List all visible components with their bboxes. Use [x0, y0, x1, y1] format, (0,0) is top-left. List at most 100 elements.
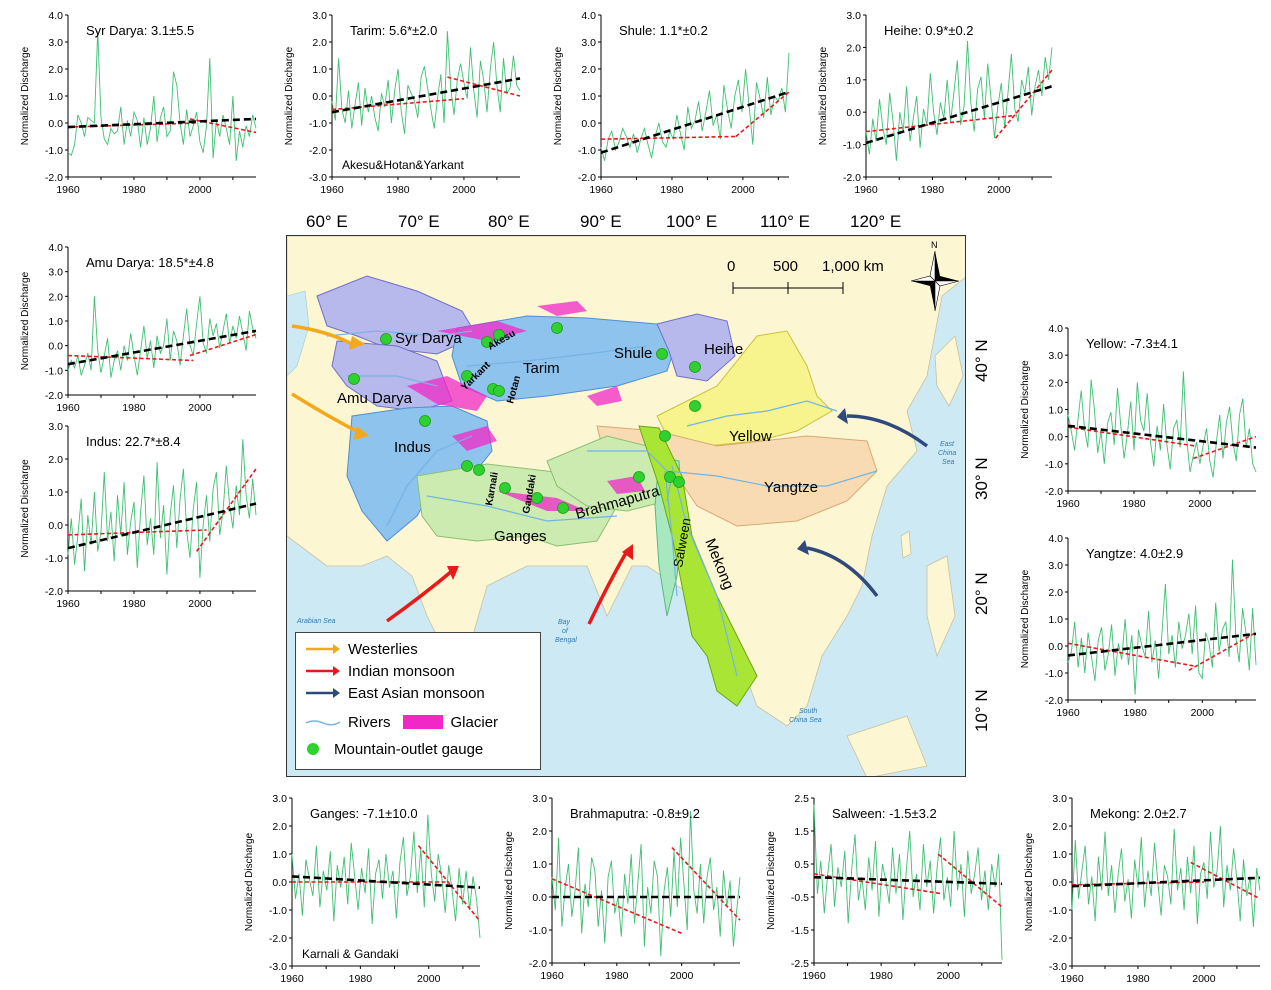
x-tick-label: 2000 [188, 402, 212, 414]
gauge-point [656, 348, 668, 360]
lon-label: 60° E [306, 212, 348, 231]
gauge-point [659, 430, 671, 442]
discharge-series-line [67, 31, 257, 161]
x-tick-label: 1980 [122, 402, 146, 414]
chart-subtitle: Akesu&Hotan&Yarkant [342, 158, 465, 172]
indian-monsoon-arrowhead [447, 566, 459, 580]
y-tick-label: 3.0 [48, 267, 63, 279]
chart-title: Tarim: 5.6*±2.0 [350, 23, 437, 38]
chart-amu-darya: 4.0 3.0 2.0 1.0 0.0 -1.0 -2.0 1960 1980 2000 Amu D… [10, 237, 278, 414]
chart-salween: 2.5 1.5 0.5 -0.5 -1.5 -2.5 1960 1980 2000 Salween… [756, 790, 1014, 988]
label-east: East [940, 441, 955, 448]
label-arabian-sea: Arabian Sea [296, 618, 336, 625]
gauge-point [493, 385, 505, 397]
caspian-sea [287, 290, 310, 377]
discharge-series-line [67, 296, 257, 378]
basin-tarim [451, 315, 678, 402]
segment-trend-line [1067, 642, 1196, 668]
chart-title: Amu Darya: 18.5*±4.8 [86, 255, 214, 270]
linear-trend-line [1067, 424, 1257, 449]
linear-trend-line [331, 77, 521, 114]
linear-trend-line [67, 329, 257, 366]
segment-trend-line [1190, 861, 1261, 900]
label-south: South [799, 708, 817, 715]
legend-indian-label: Indian monsoon [348, 662, 455, 680]
gauge-point [664, 471, 676, 483]
legend-westerlies-label: Westerlies [348, 640, 418, 658]
y-tick-label: -1.0 [1045, 668, 1063, 680]
y-axis-title: Normalized Discharge [20, 271, 31, 370]
y-tick-label: 4.0 [581, 10, 596, 22]
y-tick-label: 0.0 [581, 118, 596, 130]
discharge-series-line [1067, 559, 1257, 695]
arrow-navy-icon [306, 688, 340, 698]
y-tick-label: 2.0 [48, 64, 63, 76]
y-tick-label: 0.0 [1052, 877, 1067, 889]
legend-westerlies: Westerlies [306, 639, 418, 659]
segment-trend-line [189, 333, 257, 357]
river-line-icon [306, 720, 340, 726]
discharge-series-line [1071, 825, 1261, 927]
y-tick-label: -1.0 [1049, 905, 1067, 917]
label-bay: Bay [558, 619, 571, 626]
y-tick-label: -2.5 [791, 958, 809, 970]
gauge-point [348, 373, 360, 385]
x-tick-label: 2000 [188, 184, 212, 196]
y-tick-label: 3.0 [1048, 560, 1063, 572]
x-tick-label: 1960 [540, 970, 564, 982]
y-tick-label: -1.0 [45, 365, 63, 377]
y-tick-label: 3.0 [48, 421, 63, 433]
y-tick-label: -1.0 [529, 925, 547, 937]
y-tick-label: 1.5 [794, 826, 809, 838]
east-asian-monsoon-arrows [806, 414, 929, 598]
x-tick-label: 2000 [188, 598, 212, 610]
discharge-series-line [865, 40, 1053, 161]
linear-trend-line [600, 90, 790, 154]
segment-trend-line [735, 91, 790, 138]
basin-map: Syr Darya Amu Darya Tarim Akesu Yarkant … [286, 235, 966, 777]
gauge-point [481, 336, 493, 348]
label-amu-darya: Amu Darya [337, 390, 413, 407]
y-tick-label: 2.0 [1048, 587, 1063, 599]
glacier-swatch-icon [402, 715, 443, 729]
lon-label: 110° E [760, 212, 810, 231]
y-axis-title: Normalized Discharge [553, 46, 564, 145]
segment-trend-line [1193, 435, 1257, 460]
linear-trend-line [67, 117, 257, 129]
y-axis-title: Normalized Discharge [20, 46, 31, 145]
y-axis-title: Normalized Discharge [244, 832, 255, 931]
legend-rivers: Rivers Glacier [306, 712, 498, 732]
segment-trend-line [67, 354, 194, 362]
discharge-series-line [1067, 371, 1257, 478]
chart-title: Yellow: -7.3±4.1 [1086, 336, 1178, 351]
x-tick-label: 1980 [605, 970, 629, 982]
gauge-point [673, 476, 685, 488]
x-tick-label: 1980 [921, 184, 945, 196]
y-tick-label: 3.0 [1048, 350, 1063, 362]
legend-glacier-label: Glacier [450, 713, 499, 731]
y-tick-label: 1.0 [312, 64, 327, 76]
linear-trend-line [1067, 632, 1257, 657]
y-tick-label: 4.0 [1048, 323, 1063, 335]
gauge-point [499, 482, 511, 494]
linear-trend-line [813, 875, 1003, 886]
x-tick-label: 1960 [56, 598, 80, 610]
segment-trend-line [195, 468, 257, 552]
y-tick-label: -3.0 [309, 172, 327, 184]
y-tick-label: 1.0 [48, 91, 63, 103]
chart-title: Ganges: -7.1±10.0 [310, 806, 418, 821]
x-tick-label: 1980 [660, 184, 684, 196]
y-axis-title: Normalized Discharge [766, 831, 777, 930]
y-tick-label: 1.0 [1048, 405, 1063, 417]
y-tick-label: -1.0 [843, 140, 861, 152]
y-tick-label: -2.0 [529, 958, 547, 970]
discharge-series-line [551, 811, 741, 957]
segment-trend-line [67, 529, 207, 536]
y-tick-label: 2.0 [48, 454, 63, 466]
label-ganges: Ganges [494, 528, 547, 545]
y-axis-title: Normalized Discharge [1020, 569, 1031, 668]
